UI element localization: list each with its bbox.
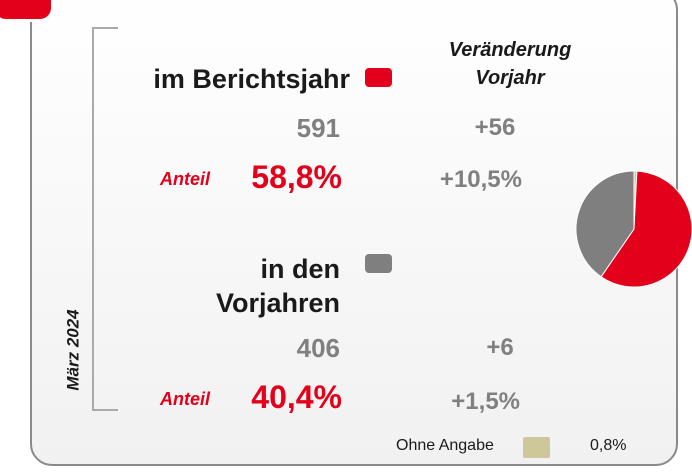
count-change: +6	[486, 334, 514, 361]
count: 591	[296, 113, 340, 143]
share-change: +1,5%	[451, 388, 520, 415]
share-label: Anteil	[159, 169, 210, 189]
change-header: Veränderung Vorjahr	[448, 39, 572, 89]
legend-swatch	[523, 437, 550, 458]
pie-slice	[600, 170, 692, 288]
share-value: 40,4%	[251, 379, 342, 415]
legend-swatch	[365, 254, 392, 273]
legend-swatch	[365, 68, 392, 87]
bracket	[92, 27, 118, 411]
category-label: im Berichtsjahr	[153, 64, 350, 94]
icon	[0, 0, 54, 22]
category-label: in den Vorjahren	[215, 254, 340, 318]
share-change: +10,5%	[439, 166, 522, 193]
share-value: 0,8%	[590, 437, 627, 454]
share-label: Anteil	[159, 389, 210, 409]
count: 406	[296, 333, 340, 363]
card	[30, 0, 678, 466]
pie-slice	[575, 170, 635, 278]
pie	[575, 170, 692, 288]
count-change: +56	[474, 114, 516, 141]
date-label: März 2024	[63, 309, 82, 391]
category-label: Ohne Angabe	[396, 437, 494, 454]
share-value: 58,8%	[251, 159, 342, 195]
